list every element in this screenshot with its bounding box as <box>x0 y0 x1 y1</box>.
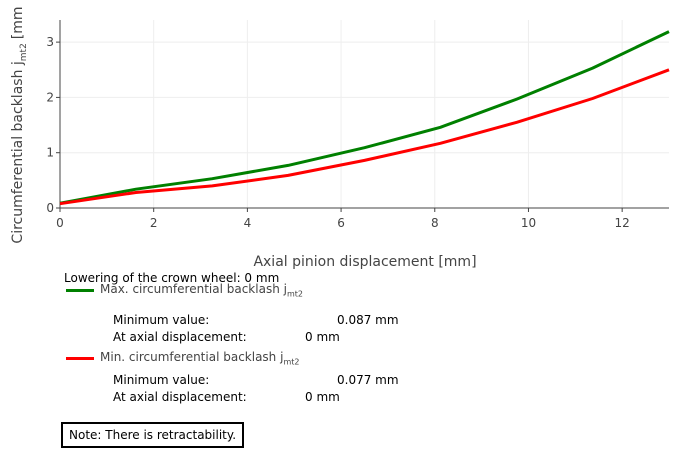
x-tick-label: 0 <box>56 216 64 230</box>
x-tick-label: 6 <box>337 216 345 230</box>
legend-label-max: Max. circumferential backlash jmt2 <box>100 282 303 299</box>
y-tick-label: 0 <box>46 201 54 215</box>
y-tick-label: 1 <box>46 146 54 160</box>
x-tick-label: 12 <box>615 216 630 230</box>
min-at-displacement-value: 0 mm <box>305 390 340 404</box>
lowering-text: Lowering of the crown wheel: 0 mm <box>64 271 280 285</box>
legend-swatch-max <box>66 288 94 292</box>
series-line-min <box>59 68 670 206</box>
y-tick-label: 2 <box>46 90 54 104</box>
y-axis-title-unit: [mm <box>10 6 26 39</box>
x-tick-label: 4 <box>244 216 252 230</box>
series-line-max <box>59 30 670 205</box>
x-tick-label: 10 <box>521 216 536 230</box>
axes <box>56 20 669 212</box>
min-at-displacement-label: At axial displacement: <box>113 390 247 404</box>
series-lines <box>59 30 670 206</box>
legend-item-max[interactable]: Max. circumferential backlash jmt2 <box>66 282 303 298</box>
legend-label-min: Min. circumferential backlash jmt2 <box>100 350 300 367</box>
legend-item-min[interactable]: Min. circumferential backlash jmt2 <box>66 350 299 366</box>
max-min-value: 0.087 mm <box>337 313 399 327</box>
x-axis-title: Axial pinion displacement [mm] <box>253 254 476 270</box>
y-axis-title-sub: mt2 <box>19 43 29 61</box>
min-min-value: 0.077 mm <box>337 373 399 387</box>
x-tick-label: 2 <box>150 216 158 230</box>
max-at-displacement-value: 0 mm <box>305 330 340 344</box>
y-axis-title: Circumferential backlash jmt2 [mm <box>10 6 29 243</box>
y-tick-label: 3 <box>46 35 54 49</box>
max-at-displacement-label: At axial displacement: <box>113 330 247 344</box>
retractability-note: Note: There is retractability. <box>61 422 245 448</box>
min-min-value-label: Minimum value: <box>113 373 210 387</box>
x-tick-label: 8 <box>431 216 439 230</box>
grid-lines <box>60 20 669 208</box>
legend-swatch-min <box>66 356 94 360</box>
y-axis-title-main: Circumferential backlash j <box>10 61 26 243</box>
max-min-value-label: Minimum value: <box>113 313 210 327</box>
